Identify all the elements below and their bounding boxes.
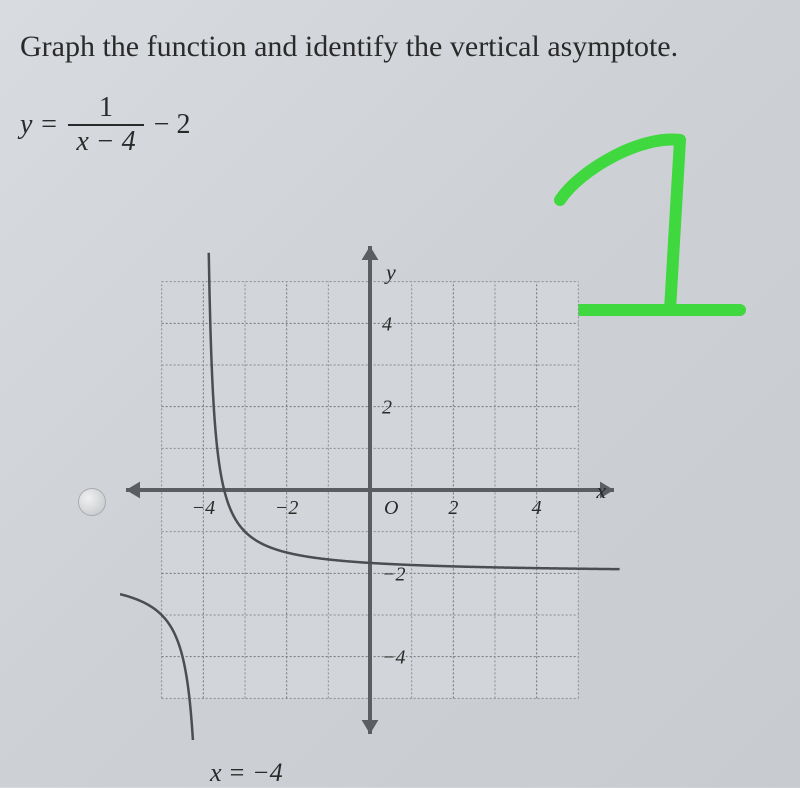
equation-tail: − 2 [154, 109, 191, 141]
equation-denominator: x − 4 [68, 126, 143, 158]
svg-text:x: x [595, 478, 606, 503]
svg-text:−2: −2 [275, 497, 299, 519]
svg-text:−4: −4 [192, 497, 216, 519]
svg-text:−4: −4 [382, 647, 406, 669]
svg-text:2: 2 [448, 497, 458, 519]
asymptote-text: x = −4 [210, 758, 283, 787]
equation-numerator: 1 [91, 92, 121, 124]
svg-text:2: 2 [382, 397, 392, 419]
equation-lhs: y = [20, 109, 58, 141]
svg-text:4: 4 [532, 497, 542, 519]
equation-fraction: 1 x − 4 [68, 92, 143, 158]
asymptote-answer: x = −4 [210, 758, 283, 788]
svg-text:4: 4 [382, 313, 392, 335]
question-prompt: Graph the function and identify the vert… [20, 30, 780, 64]
svg-text:−2: −2 [382, 563, 406, 585]
answer-radio[interactable] [78, 488, 106, 516]
svg-text:y: y [384, 260, 396, 285]
function-graph: −4 −4 −2 −2 2 2 4 4 Oy x [120, 240, 620, 740]
svg-text:O: O [384, 497, 398, 519]
